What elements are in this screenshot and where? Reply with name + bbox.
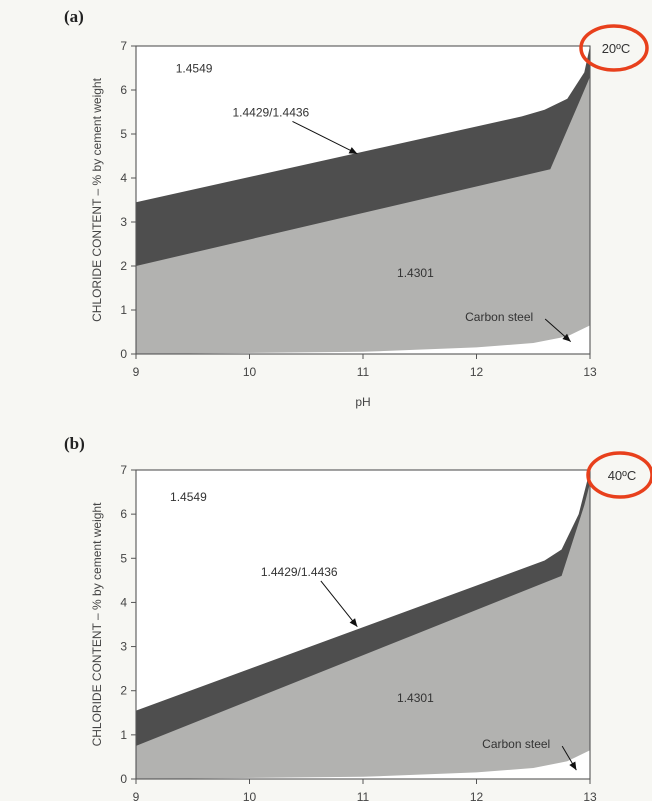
y-tick-label: 2: [120, 684, 127, 698]
x-tick-label: 11: [357, 365, 370, 379]
y-tick-label: 6: [120, 507, 127, 521]
region-label-1-4429-1-4436: 1.4429/1.4436: [261, 565, 338, 579]
temperature-highlight-circle: [579, 24, 649, 72]
x-tick-label: 11: [357, 790, 370, 801]
y-tick-label: 0: [120, 347, 127, 361]
y-tick-label: 0: [120, 772, 127, 786]
region-label-1-4429-1-4436: 1.4429/1.4436: [232, 105, 309, 119]
y-tick-label: 2: [120, 259, 127, 273]
annotation-arrowhead: [569, 761, 577, 771]
y-axis-title: CHLORIDE CONTENT – % by cement weight: [90, 77, 104, 322]
x-tick-label: 10: [243, 790, 257, 801]
region-label-carbon-steel: Carbon steel: [482, 737, 550, 751]
x-tick-label: 9: [133, 790, 140, 801]
y-tick-label: 1: [120, 303, 127, 317]
temperature-label: 40ºC: [608, 468, 637, 483]
x-tick-label: 12: [470, 790, 484, 801]
y-tick-label: 5: [120, 127, 127, 141]
x-tick-label: 12: [470, 365, 484, 379]
x-tick-label: 9: [133, 365, 140, 379]
panel-label-a: (a): [64, 7, 84, 26]
region-1-4301: [136, 76, 590, 355]
annotation-arrow-line: [292, 120, 358, 155]
panel-label-b: (b): [64, 434, 85, 453]
x-tick-label: 10: [243, 365, 257, 379]
x-tick-label: 13: [583, 790, 597, 801]
x-axis-title: pH: [355, 395, 370, 409]
y-tick-label: 3: [120, 640, 127, 654]
annotation-arrowhead: [348, 147, 358, 154]
y-axis-title: CHLORIDE CONTENT – % by cement weight: [90, 502, 104, 747]
region-label-1-4301: 1.4301: [397, 691, 434, 705]
y-tick-label: 4: [120, 595, 127, 609]
region-label-carbon-steel: Carbon steel: [465, 310, 533, 324]
annotation-arrowhead: [349, 618, 358, 627]
y-tick-label: 1: [120, 728, 127, 742]
region-carbon-steel: [136, 750, 590, 779]
y-tick-label: 7: [120, 463, 127, 477]
temperature-label: 20ºC: [602, 41, 631, 56]
x-tick-label: 13: [583, 365, 597, 379]
region-1-4301: [136, 483, 590, 779]
region-label-1-4549: 1.4549: [176, 61, 213, 75]
temperature-highlight-circle: [586, 451, 652, 499]
y-tick-label: 4: [120, 171, 127, 185]
region-label-1-4549: 1.4549: [170, 490, 207, 504]
annotation-arrowhead: [562, 333, 571, 342]
y-tick-label: 5: [120, 551, 127, 565]
y-tick-label: 6: [120, 83, 127, 97]
region-carbon-steel: [136, 325, 590, 354]
y-tick-label: 7: [120, 39, 127, 53]
annotation-arrow-line: [320, 580, 358, 628]
y-tick-label: 3: [120, 215, 127, 229]
region-label-1-4301: 1.4301: [397, 266, 434, 280]
